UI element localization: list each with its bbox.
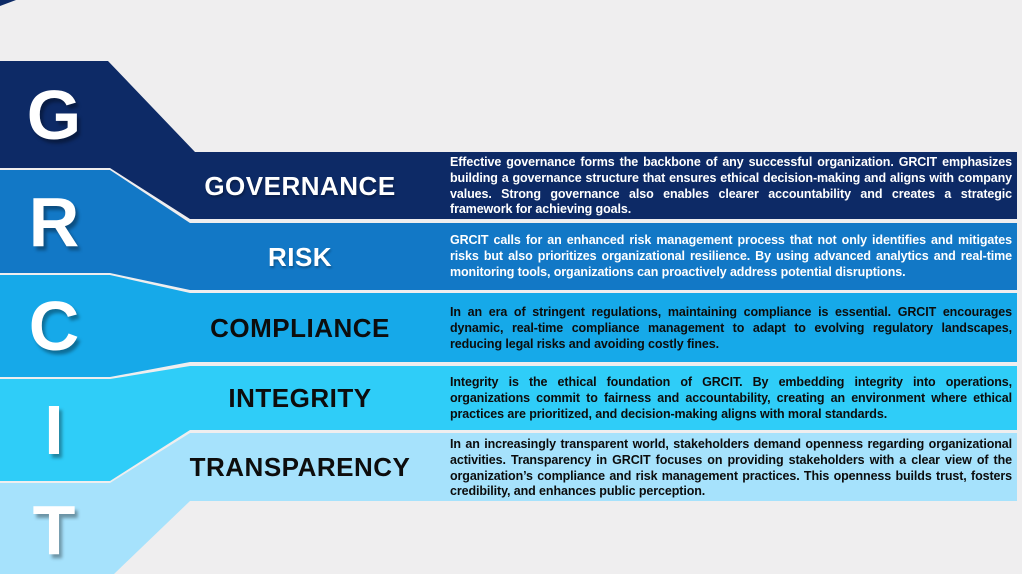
row-label-risk: RISK [267,241,333,272]
row-description-compliance: In an era of stringent regulations, main… [450,305,1012,351]
row-description-transparency: In an increasingly transparent world, st… [450,437,1012,499]
row-label-integrity: INTEGRITY [228,383,372,413]
letter-g: G [26,75,82,154]
ribbon-compliance [0,275,1017,377]
row-description-risk: GRCIT calls for an enhanced risk managem… [450,233,1012,279]
row-description-governance: Effective governance forms the backbone … [450,155,1012,217]
row-label-compliance: COMPLIANCE [210,312,390,343]
ribbon-governance [0,61,1017,219]
ribbon-risk [0,170,1017,290]
letter-t: T [32,490,76,569]
row-label-governance: GOVERNANCE [204,170,396,201]
corner-fragment [0,0,16,6]
ribbon-transparency [0,433,1017,574]
letter-r: R [28,182,80,261]
row-description-integrity: Integrity is the ethical foundation of G… [450,375,1012,421]
letter-i: I [44,391,64,469]
row-label-transparency: TRANSPARENCY [189,452,411,482]
ribbon-integrity [0,366,1017,481]
letter-c: C [28,287,80,365]
